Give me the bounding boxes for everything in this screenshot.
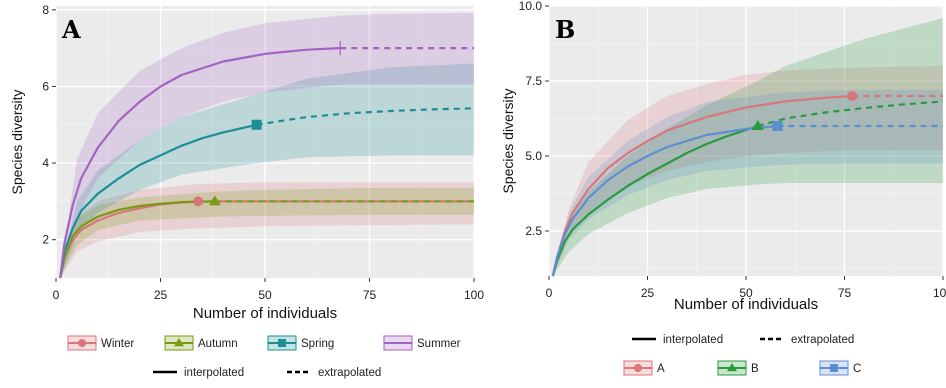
y-axis-label: Species diversity: [9, 89, 25, 194]
y-tick-label: 6: [42, 79, 49, 93]
legend-label-winter: Winter: [101, 338, 134, 350]
interpolated-line-spring: [59, 123, 257, 279]
series-legend: Winter Autumn Spring Summer: [67, 335, 461, 351]
observed-point-spring: [251, 119, 262, 130]
x-tick-label: 50: [258, 288, 272, 302]
x-tick-label: 25: [154, 288, 168, 302]
y-tick-label: 5.0: [525, 149, 542, 163]
legend-item-a: A: [623, 360, 665, 376]
legend-item-b: B: [717, 360, 759, 376]
interpolated-line-autumn: [59, 200, 215, 279]
observed-point-autumn: [208, 195, 221, 206]
linetype-legend: interpolated extrapolated: [153, 367, 381, 379]
confidence-band-c: [552, 90, 943, 276]
confidence-band-summer: [60, 12, 474, 279]
legend-item-winter: Winter: [67, 335, 134, 351]
legend-label-interpolated: interpolated: [184, 367, 244, 379]
x-tick-label: 100: [464, 288, 484, 302]
x-tick-label: 100: [933, 286, 946, 300]
confidence-band-autumn: [60, 188, 474, 278]
legend-label-interpolated: interpolated: [663, 334, 723, 346]
linetype-legend: interpolated extrapolated: [632, 334, 854, 346]
confidence-band-a: [552, 66, 943, 276]
legend-label-summer: Summer: [417, 338, 461, 350]
panel-a: 0 25 50 75 100 2 4 6 8 Number of individuals Speci…: [9, 3, 484, 379]
observed-point-c: [772, 121, 783, 131]
legend-item-interpolated: interpolated: [632, 334, 723, 346]
legend-item-c: C: [819, 360, 861, 376]
interpolated-line-summer: [59, 47, 341, 279]
extrapolated-line-spring: [256, 107, 475, 126]
confidence-band-b: [552, 18, 943, 276]
series-legend: A B C: [623, 360, 861, 376]
legend-marker-c: [830, 364, 838, 372]
x-tick-label: 0: [53, 288, 60, 302]
x-axis-label: Number of individuals: [193, 305, 337, 322]
panel-label: B: [555, 15, 575, 44]
confidence-band-winter: [60, 182, 474, 278]
panel-label: A: [61, 15, 81, 44]
legend-item-autumn: Autumn: [164, 335, 238, 351]
y-tick-label: 4: [42, 156, 49, 170]
legend-marker-b: [727, 363, 737, 372]
legend-label-c: C: [853, 363, 861, 375]
x-tick-label: 25: [641, 286, 655, 300]
legend-item-summer: Summer: [383, 335, 461, 351]
x-tick-label: 0: [546, 286, 553, 300]
legend-item-extrapolated: extrapolated: [287, 367, 381, 379]
interpolated-line-b: [551, 124, 759, 277]
legend-marker-autumn: [174, 338, 184, 347]
legend-label-spring: Spring: [301, 338, 334, 350]
legend-item-interpolated: interpolated: [153, 367, 244, 379]
legend-marker-spring: [278, 339, 286, 347]
legend-marker-winter: [78, 339, 86, 347]
legend-label-autumn: Autumn: [198, 338, 238, 350]
observed-point-winter: [193, 196, 204, 207]
legend-item-extrapolated: extrapolated: [760, 334, 854, 346]
x-axis-label: Number of individuals: [674, 296, 818, 313]
y-tick-label: 8: [42, 3, 49, 17]
confidence-band-spring: [60, 63, 474, 278]
observed-point-a: [847, 91, 858, 101]
x-tick-label: 75: [363, 288, 377, 302]
x-tick-label: 50: [739, 286, 753, 300]
y-tick-label: 10.0: [519, 0, 543, 13]
x-tick-label: 75: [838, 286, 852, 300]
legend-label-extrapolated: extrapolated: [791, 334, 854, 346]
interpolated-line-a: [551, 94, 853, 277]
observed-point-b: [751, 120, 764, 130]
legend-label-a: A: [657, 363, 665, 375]
y-tick-label: 2.5: [525, 224, 542, 238]
legend-marker-a: [634, 364, 642, 372]
y-tick-label: 2: [42, 233, 49, 247]
legend-label-extrapolated: extrapolated: [318, 367, 381, 379]
legend-label-b: B: [751, 363, 759, 375]
panel-b: 0 25 50 75 100 2.5 5.0 7.5 10.0 Number of individ…: [500, 0, 946, 376]
y-axis-label: Species diversity: [500, 88, 516, 193]
y-tick-label: 7.5: [525, 74, 542, 88]
interpolated-line-c: [551, 124, 778, 277]
extrapolated-line-b: [757, 100, 944, 128]
legend-item-spring: Spring: [267, 335, 334, 351]
